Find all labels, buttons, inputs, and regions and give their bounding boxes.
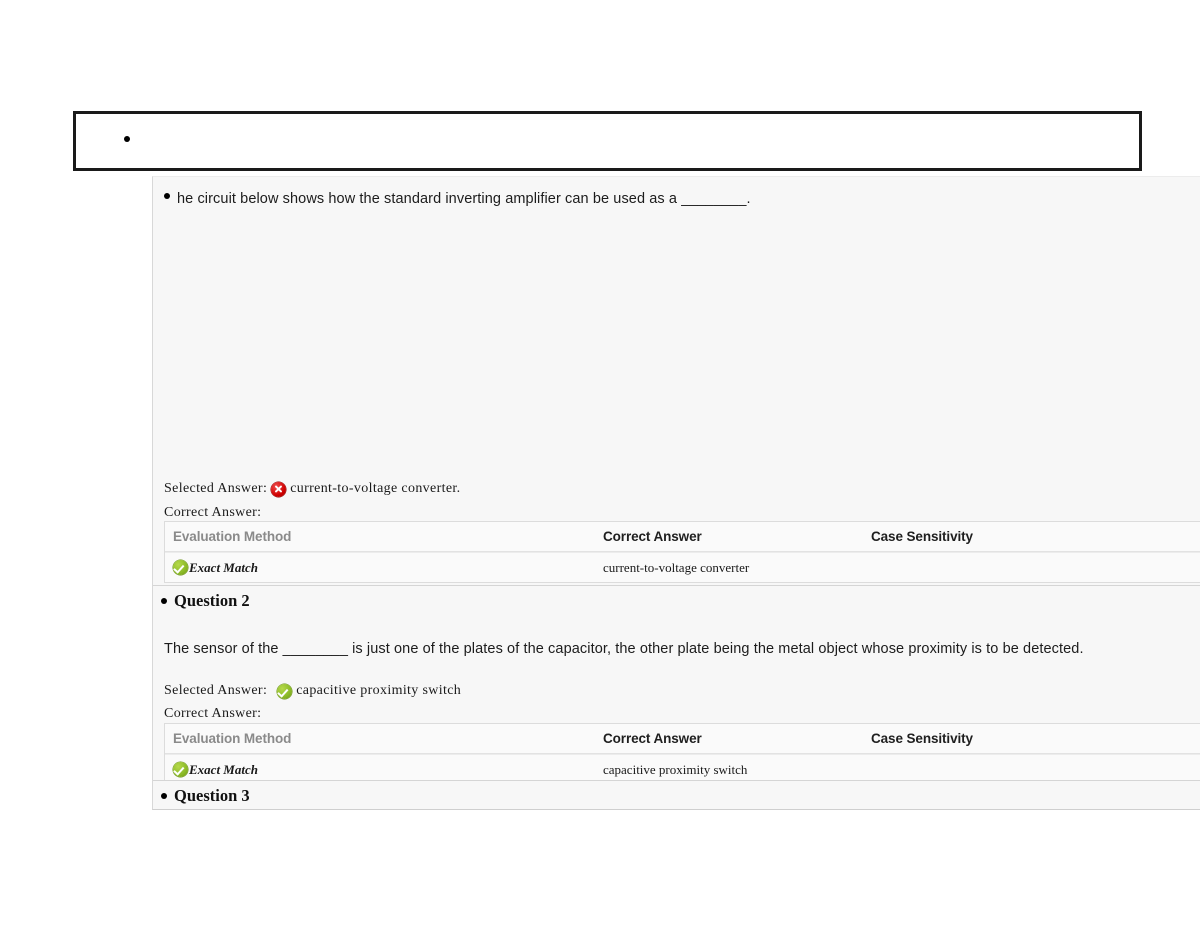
table-row: Exact Match current-to-voltage converter	[165, 552, 1200, 582]
question-1-selected-answer-line: Selected Answer: current-to-voltage conv…	[164, 481, 460, 497]
banner-bullet-row	[124, 136, 136, 142]
column-header-case-sensitivity: Case Sensitivity	[871, 529, 973, 544]
question-3-heading-row: Question 3	[161, 786, 250, 806]
column-header-evaluation-method: Evaluation Method	[173, 529, 292, 544]
question-1-prompt-row: he circuit below shows how the standard …	[153, 190, 751, 210]
green-check-circle-icon	[173, 762, 188, 777]
question-block-2: Question 2 2 out o The sensor of the ___…	[153, 585, 1200, 785]
question-block-3: Question 3	[153, 780, 1200, 811]
cell-correct-answer: capacitive proximity switch	[603, 761, 748, 777]
green-check-circle-icon	[277, 683, 293, 699]
correct-answer-label: Correct Answer:	[164, 706, 262, 721]
table-header-row: Evaluation Method Correct Answer Case Se…	[165, 724, 1200, 754]
column-header-correct-answer: Correct Answer	[603, 731, 702, 746]
question-2-prompt-row: The sensor of the ________ is just one o…	[153, 640, 1084, 660]
bullet-dot-icon	[124, 136, 130, 142]
green-check-circle-icon	[173, 560, 188, 575]
selected-answer-label: Selected Answer:	[164, 481, 268, 496]
question-1-selected-answer-value: current-to-voltage converter.	[290, 481, 461, 496]
selected-answer-label: Selected Answer:	[164, 683, 268, 698]
question-2-evaluation-table: Evaluation Method Correct Answer Case Se…	[164, 723, 1200, 785]
question-1-prompt: he circuit below shows how the standard …	[177, 191, 751, 207]
question-3-heading: Question 3	[174, 786, 250, 805]
question-1-evaluation-table: Evaluation Method Correct Answer Case Se…	[164, 521, 1200, 583]
question-2-heading-row: Question 2	[161, 591, 250, 611]
evaluation-method-text: Exact Match	[189, 559, 258, 575]
cell-correct-answer: current-to-voltage converter	[603, 559, 750, 575]
bullet-dot-icon	[161, 793, 167, 799]
banner-box	[73, 111, 1142, 171]
question-1-correct-answer-line: Correct Answer:	[164, 505, 261, 521]
evaluation-method-text: Exact Match	[189, 761, 258, 777]
question-1-figure-area	[164, 217, 1200, 477]
question-2-heading-band: Question 2	[153, 585, 1200, 613]
column-header-correct-answer: Correct Answer	[603, 529, 702, 544]
table-row: Exact Match capacitive proximity switch	[165, 754, 1200, 784]
question-block-1: he circuit below shows how the standard …	[153, 177, 1200, 585]
question-2-heading: Question 2	[174, 591, 250, 610]
cell-evaluation-method: Exact Match	[173, 762, 603, 778]
quiz-review-panel: he circuit below shows how the standard …	[152, 176, 1200, 810]
question-2-prompt: The sensor of the ________ is just one o…	[164, 641, 1084, 657]
cell-evaluation-method: Exact Match	[173, 560, 603, 576]
column-header-case-sensitivity: Case Sensitivity	[871, 731, 973, 746]
question-2-correct-answer-line: Correct Answer:	[164, 706, 261, 722]
column-header-evaluation-method: Evaluation Method	[173, 731, 292, 746]
bullet-dot-icon	[161, 598, 167, 604]
bullet-dot-icon	[164, 193, 170, 199]
table-header-row: Evaluation Method Correct Answer Case Se…	[165, 522, 1200, 552]
correct-answer-label: Correct Answer:	[164, 505, 262, 520]
question-3-heading-band: Question 3	[153, 780, 1200, 808]
question-2-selected-answer-value: capacitive proximity switch	[296, 683, 462, 698]
red-x-circle-icon	[271, 481, 287, 497]
question-2-selected-answer-line: Selected Answer: capacitive proximity sw…	[164, 683, 461, 699]
